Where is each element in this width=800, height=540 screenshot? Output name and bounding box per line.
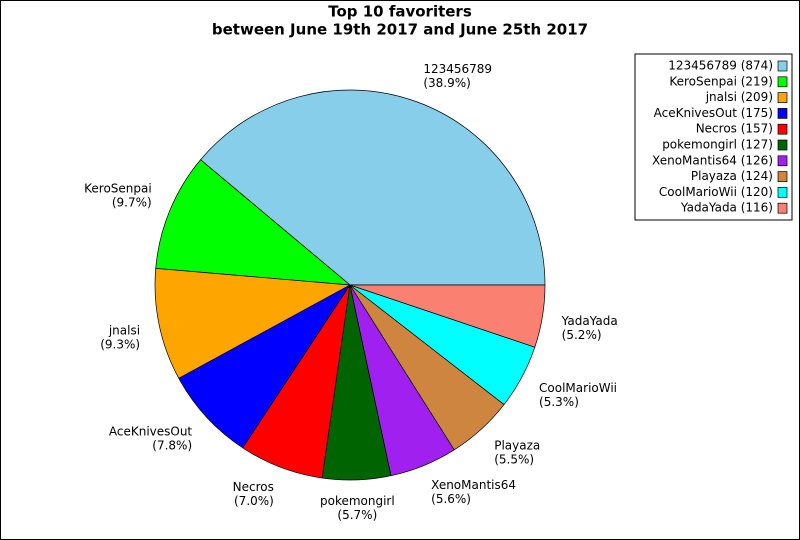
- pie-slice: [349, 284, 546, 348]
- legend-swatch: [777, 92, 788, 103]
- legend-swatch: [777, 76, 788, 88]
- slice-label: XenoMantis64: [431, 478, 516, 492]
- slice-percent: (9.3%): [100, 338, 140, 352]
- legend-swatch: [777, 123, 788, 135]
- slice-label: AceKnivesOut: [109, 425, 193, 439]
- slice-percent: (38.9%): [423, 76, 470, 90]
- legend-swatch: [777, 108, 788, 119]
- slice-label: KeroSenpai: [84, 182, 152, 196]
- legend-swatch: [777, 60, 788, 72]
- slice-label: pokemongirl: [320, 494, 395, 508]
- slice-percent: (9.7%): [112, 196, 152, 210]
- slice-label: YadaYada: [561, 314, 618, 328]
- pie-slice: [155, 159, 352, 286]
- legend-label: Playaza (124): [691, 169, 773, 183]
- legend-swatch: [777, 202, 788, 214]
- slice-percent: (5.2%): [562, 328, 602, 342]
- slice-percent: (5.5%): [494, 452, 534, 466]
- slice-percent: (5.3%): [539, 395, 579, 409]
- slice-percent: (7.0%): [234, 494, 274, 508]
- legend-label: KeroSenpai (219): [669, 74, 773, 88]
- slice-percent: (7.8%): [152, 439, 192, 453]
- pie-slice: [154, 268, 352, 379]
- pie-slice: [178, 284, 351, 449]
- slice-label: Necros: [233, 480, 274, 494]
- slice-label: CoolMarioWii: [539, 381, 617, 395]
- slice-label: jnalsi: [108, 324, 140, 338]
- slice-label: Playaza: [494, 438, 540, 452]
- legend-swatch: [777, 187, 788, 198]
- legend-label: pokemongirl (127): [662, 138, 773, 152]
- slice-label: 123456789: [423, 62, 492, 76]
- legend-label: XenoMantis64 (126): [652, 153, 773, 167]
- legend-swatch: [777, 171, 788, 182]
- legend-label: AceKnivesOut (175): [654, 106, 773, 120]
- legend-label: 123456789 (874): [668, 59, 773, 73]
- chart-title: Top 10 favoriters: [328, 3, 472, 21]
- chart-subtitle: between June 19th 2017 and June 25th 201…: [212, 21, 588, 39]
- slice-percent: (5.7%): [337, 508, 377, 522]
- pie-slice: [200, 89, 546, 286]
- legend-label: YadaYada (116): [680, 201, 773, 215]
- slice-percent: (5.6%): [431, 492, 471, 506]
- legend-swatch: [777, 155, 788, 167]
- legend-swatch: [777, 139, 788, 151]
- legend-box: [634, 53, 793, 221]
- legend-label: Necros (157): [696, 122, 773, 136]
- legend-label: jnalsi (209): [705, 90, 773, 104]
- legend-label: CoolMarioWii (120): [659, 185, 773, 199]
